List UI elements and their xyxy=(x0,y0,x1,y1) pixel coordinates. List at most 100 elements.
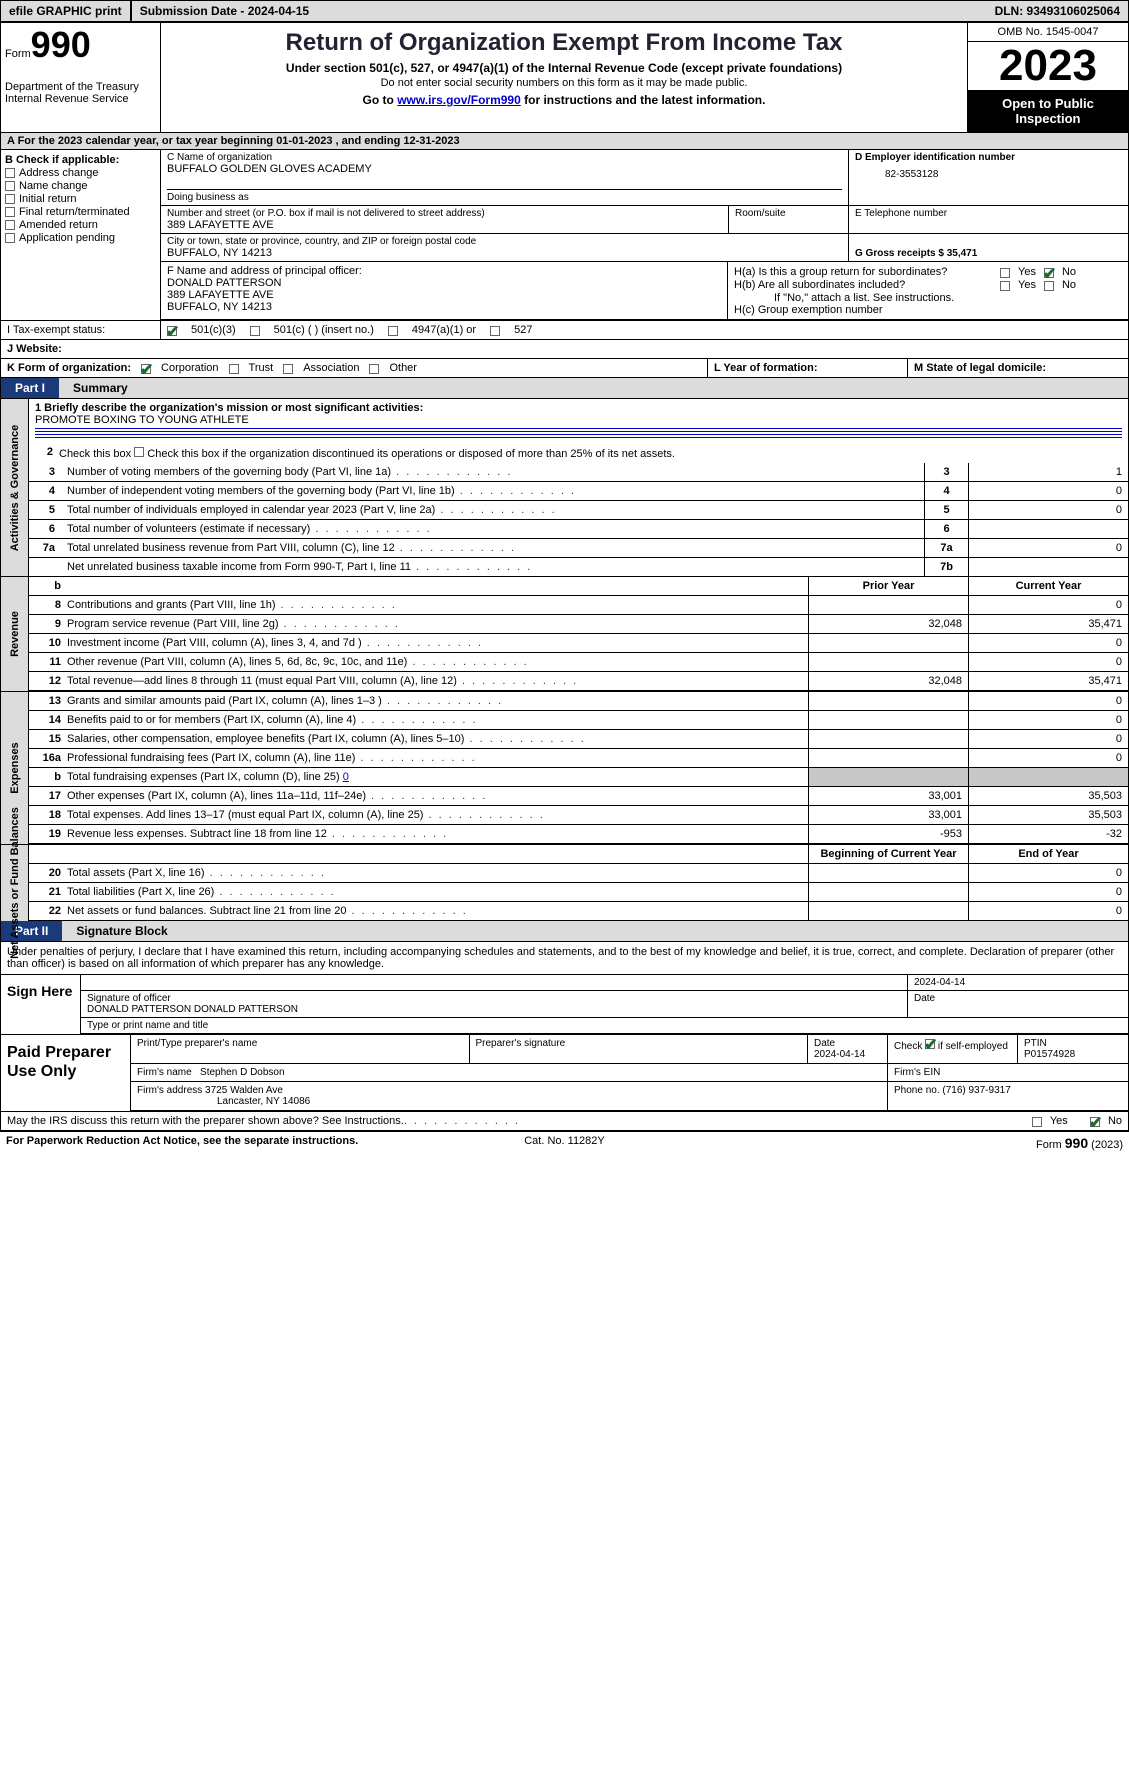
header-bar: efile GRAPHIC print Submission Date - 20… xyxy=(0,0,1129,22)
room-label: Room/suite xyxy=(735,208,842,219)
firm-addr-value2: Lancaster, NY 14086 xyxy=(137,1096,881,1107)
checkbox-final-return[interactable] xyxy=(5,207,15,217)
sign-date: 2024-04-14 xyxy=(908,975,1128,990)
part1-title: Summary xyxy=(59,378,1128,398)
city-value: BUFFALO, NY 14213 xyxy=(167,247,842,259)
officer-addr2: BUFFALO, NY 14213 xyxy=(167,301,721,313)
street-label: Number and street (or P.O. box if mail i… xyxy=(167,208,722,219)
4947-checkbox[interactable] xyxy=(388,326,398,336)
bottom-bar: For Paperwork Reduction Act Notice, see … xyxy=(0,1131,1129,1154)
discuss-no-checkbox[interactable] xyxy=(1090,1117,1100,1127)
row-l-label: L Year of formation: xyxy=(714,362,818,374)
tax-year: 2023 xyxy=(968,42,1128,90)
checkbox-application-pending[interactable] xyxy=(5,233,15,243)
other-checkbox[interactable] xyxy=(369,364,379,374)
form-number: 990 xyxy=(31,24,91,65)
hc-label: H(c) Group exemption number xyxy=(734,304,1122,316)
form-title: Return of Organization Exempt From Incom… xyxy=(169,29,959,57)
assoc-checkbox[interactable] xyxy=(283,364,293,374)
sig-officer-label: Signature of officer xyxy=(87,993,901,1004)
corp-checkbox[interactable] xyxy=(141,364,151,374)
officer-name: DONALD PATTERSON xyxy=(167,277,721,289)
firm-name-value: Stephen D Dobson xyxy=(200,1067,285,1078)
self-employed-checkbox[interactable] xyxy=(925,1039,935,1049)
ein-value: 82-3553128 xyxy=(855,169,1122,180)
efile-print-button[interactable]: efile GRAPHIC print xyxy=(1,1,132,21)
col-b-header: B Check if applicable: xyxy=(5,154,156,166)
dba-label: Doing business as xyxy=(167,189,842,203)
line2-text: Check this box Check this box if the org… xyxy=(59,446,675,460)
527-checkbox[interactable] xyxy=(490,326,500,336)
subtitle-3: Go to www.irs.gov/Form990 for instructio… xyxy=(169,93,959,107)
ptin-value: P01574928 xyxy=(1024,1049,1122,1060)
vtab-revenue: Revenue xyxy=(1,577,29,691)
vtab-net-assets: Net Assets or Fund Balances xyxy=(1,845,29,921)
trust-checkbox[interactable] xyxy=(229,364,239,374)
line2-checkbox[interactable] xyxy=(134,447,144,457)
part1-tab: Part I xyxy=(1,378,59,398)
row-m-label: M State of legal domicile: xyxy=(914,362,1046,374)
hb-label: H(b) Are all subordinates included? xyxy=(734,279,994,291)
firm-addr-label: Firm's address xyxy=(137,1085,202,1096)
street-value: 389 LAFAYETTE AVE xyxy=(167,219,722,231)
part2-header: Part II Signature Block xyxy=(1,921,1128,941)
prep-sig-label: Preparer's signature xyxy=(470,1035,809,1063)
form-id-box: Form990 Department of the Treasury Inter… xyxy=(1,23,161,132)
title-box: Return of Organization Exempt From Incom… xyxy=(161,23,968,132)
ha-label: H(a) Is this a group return for subordin… xyxy=(734,266,994,278)
paperwork-notice: For Paperwork Reduction Act Notice, see … xyxy=(6,1135,378,1151)
checkbox-address-change[interactable] xyxy=(5,168,15,178)
checkbox-amended-return[interactable] xyxy=(5,220,15,230)
subtitle-1: Under section 501(c), 527, or 4947(a)(1)… xyxy=(169,61,959,75)
name-org-label: C Name of organization xyxy=(167,152,842,163)
sig-date-label: Date xyxy=(908,991,1128,1017)
signature-intro: Under penalties of perjury, I declare th… xyxy=(1,941,1128,974)
col-b-checkboxes: B Check if applicable: Address change Na… xyxy=(1,150,161,320)
gross-receipts: G Gross receipts $ 35,471 xyxy=(855,248,977,259)
paid-preparer-label: Paid Preparer Use Only xyxy=(1,1035,131,1111)
row-i-label: I Tax-exempt status: xyxy=(1,321,161,339)
discuss-yes-checkbox[interactable] xyxy=(1032,1117,1042,1127)
omb-label: OMB No. 1545-0047 xyxy=(968,23,1128,42)
hb-no-checkbox[interactable] xyxy=(1044,281,1054,291)
phone-label: E Telephone number xyxy=(855,208,1122,219)
ha-yes-checkbox[interactable] xyxy=(1000,268,1010,278)
hb-note: If "No," attach a list. See instructions… xyxy=(734,292,1122,304)
line1-label: 1 Briefly describe the organization's mi… xyxy=(35,402,1122,414)
year-box: OMB No. 1545-0047 2023 Open to Public In… xyxy=(968,23,1128,132)
row-j-label: J Website: xyxy=(1,340,161,358)
sign-here-label: Sign Here xyxy=(1,975,81,1034)
open-public-badge: Open to Public Inspection xyxy=(968,90,1128,132)
type-name-label: Type or print name and title xyxy=(81,1018,1128,1033)
city-label: City or town, state or province, country… xyxy=(167,236,842,247)
cat-no: Cat. No. 11282Y xyxy=(378,1135,750,1151)
form-footer: Form 990 (2023) xyxy=(751,1135,1123,1151)
officer-label: F Name and address of principal officer: xyxy=(167,265,721,277)
sig-officer-value: DONALD PATTERSON DONALD PATTERSON xyxy=(87,1004,901,1015)
part1-header: Part I Summary xyxy=(1,378,1128,398)
firm-addr-value: 3725 Walden Ave xyxy=(205,1085,283,1096)
dept-label: Department of the Treasury Internal Reve… xyxy=(5,81,156,105)
self-employed-label: Check if self-employed xyxy=(888,1035,1018,1063)
dln-label: DLN: 93493106025064 xyxy=(987,1,1128,21)
officer-addr1: 389 LAFAYETTE AVE xyxy=(167,289,721,301)
footer-question: May the IRS discuss this return with the… xyxy=(7,1115,404,1127)
ptin-label: PTIN xyxy=(1024,1038,1122,1049)
part2-title: Signature Block xyxy=(62,921,1128,941)
hb-yes-checkbox[interactable] xyxy=(1000,281,1010,291)
irs-link[interactable]: www.irs.gov/Form990 xyxy=(397,93,521,107)
checkbox-name-change[interactable] xyxy=(5,181,15,191)
501c-checkbox[interactable] xyxy=(250,326,260,336)
form-word: Form xyxy=(5,48,31,60)
prep-date-value: 2024-04-14 xyxy=(814,1049,881,1060)
subtitle-2: Do not enter social security numbers on … xyxy=(169,77,959,89)
name-org-value: BUFFALO GOLDEN GLOVES ACADEMY xyxy=(167,163,842,175)
501c3-checkbox[interactable] xyxy=(167,326,177,336)
row-a-period: A For the 2023 calendar year, or tax yea… xyxy=(1,133,1128,149)
row-k-label: K Form of organization: xyxy=(7,362,131,374)
prep-date-label: Date xyxy=(814,1038,881,1049)
firm-name-label: Firm's name xyxy=(137,1067,192,1078)
line1-value: PROMOTE BOXING TO YOUNG ATHLETE xyxy=(35,414,1122,426)
checkbox-initial-return[interactable] xyxy=(5,194,15,204)
ha-no-checkbox[interactable] xyxy=(1044,268,1054,278)
